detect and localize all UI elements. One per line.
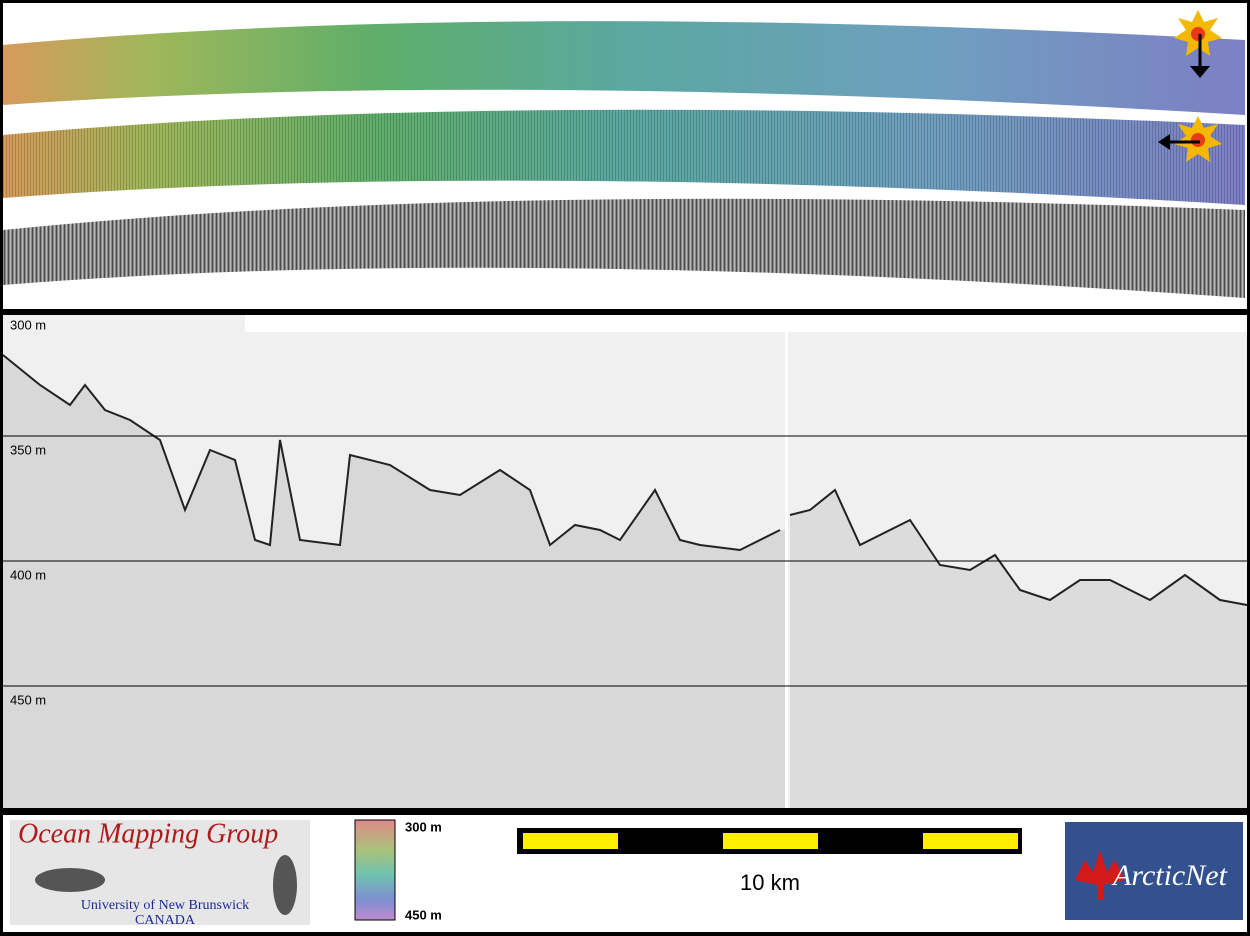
scale-segment — [923, 833, 1018, 849]
backscatter-swath — [3, 198, 1245, 298]
colorbar-label: 450 m — [405, 907, 442, 922]
scale-segment — [523, 833, 618, 849]
swath-texture — [3, 109, 1245, 205]
logo-text: University of New Brunswick — [81, 898, 249, 913]
logo-title: Ocean Mapping Group — [18, 818, 278, 849]
logo-shape — [35, 868, 105, 892]
profile-gap — [245, 315, 1247, 332]
colorbar-label: 300 m — [405, 819, 442, 834]
depth-label: 350 m — [10, 442, 46, 457]
profile-gap — [785, 332, 788, 808]
maple-leaf — [1075, 850, 1125, 900]
scale-label: 10 km — [740, 870, 800, 895]
sun-icon — [1174, 10, 1222, 78]
logo-shape — [273, 855, 297, 915]
scale-segment — [723, 833, 818, 849]
sun-icon — [1158, 116, 1222, 162]
partner-logo-text: ArcticNet — [1111, 859, 1228, 892]
depth-label: 450 m — [10, 692, 46, 707]
bathymetry-swath — [3, 21, 1245, 116]
depth-label: 300 m — [10, 317, 46, 332]
sediment — [790, 490, 1247, 808]
seafloor — [789, 488, 1248, 606]
logo-text: CANADA — [135, 913, 196, 928]
depth-label: 400 m — [10, 567, 46, 582]
colorbar — [354, 819, 396, 921]
seafloor — [2, 354, 781, 552]
sediment — [3, 355, 785, 808]
